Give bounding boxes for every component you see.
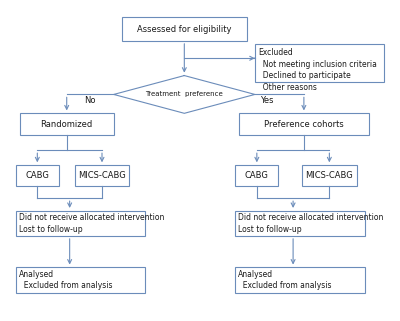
Text: MICS-CABG: MICS-CABG (78, 171, 126, 180)
Text: MICS-CABG: MICS-CABG (306, 171, 353, 180)
Text: Randomized: Randomized (40, 120, 93, 129)
Text: Preference cohorts: Preference cohorts (264, 120, 344, 129)
FancyBboxPatch shape (122, 17, 247, 41)
FancyBboxPatch shape (16, 165, 59, 186)
Text: Excluded
  Not meeting inclusion criteria
  Declined to participate
  Other reas: Excluded Not meeting inclusion criteria … (258, 48, 377, 92)
FancyBboxPatch shape (16, 211, 145, 236)
Text: Yes: Yes (260, 96, 273, 105)
FancyBboxPatch shape (16, 267, 145, 293)
FancyBboxPatch shape (235, 165, 278, 186)
Text: Did not receive allocated intervention
Lost to follow-up: Did not receive allocated intervention L… (238, 213, 384, 234)
Text: Analysed
  Excluded from analysis: Analysed Excluded from analysis (19, 270, 112, 291)
Text: Treatment  preference: Treatment preference (146, 91, 223, 98)
FancyBboxPatch shape (20, 113, 114, 135)
FancyBboxPatch shape (235, 267, 365, 293)
Text: Assessed for eligibility: Assessed for eligibility (137, 25, 232, 34)
Polygon shape (114, 75, 255, 113)
Text: CABG: CABG (245, 171, 269, 180)
Text: Analysed
  Excluded from analysis: Analysed Excluded from analysis (238, 270, 332, 291)
FancyBboxPatch shape (74, 165, 130, 186)
FancyBboxPatch shape (235, 211, 365, 236)
FancyBboxPatch shape (255, 44, 384, 82)
Text: No: No (84, 96, 96, 105)
FancyBboxPatch shape (239, 113, 368, 135)
FancyBboxPatch shape (302, 165, 357, 186)
Text: CABG: CABG (25, 171, 49, 180)
Text: Did not receive allocated intervention
Lost to follow-up: Did not receive allocated intervention L… (19, 213, 164, 234)
